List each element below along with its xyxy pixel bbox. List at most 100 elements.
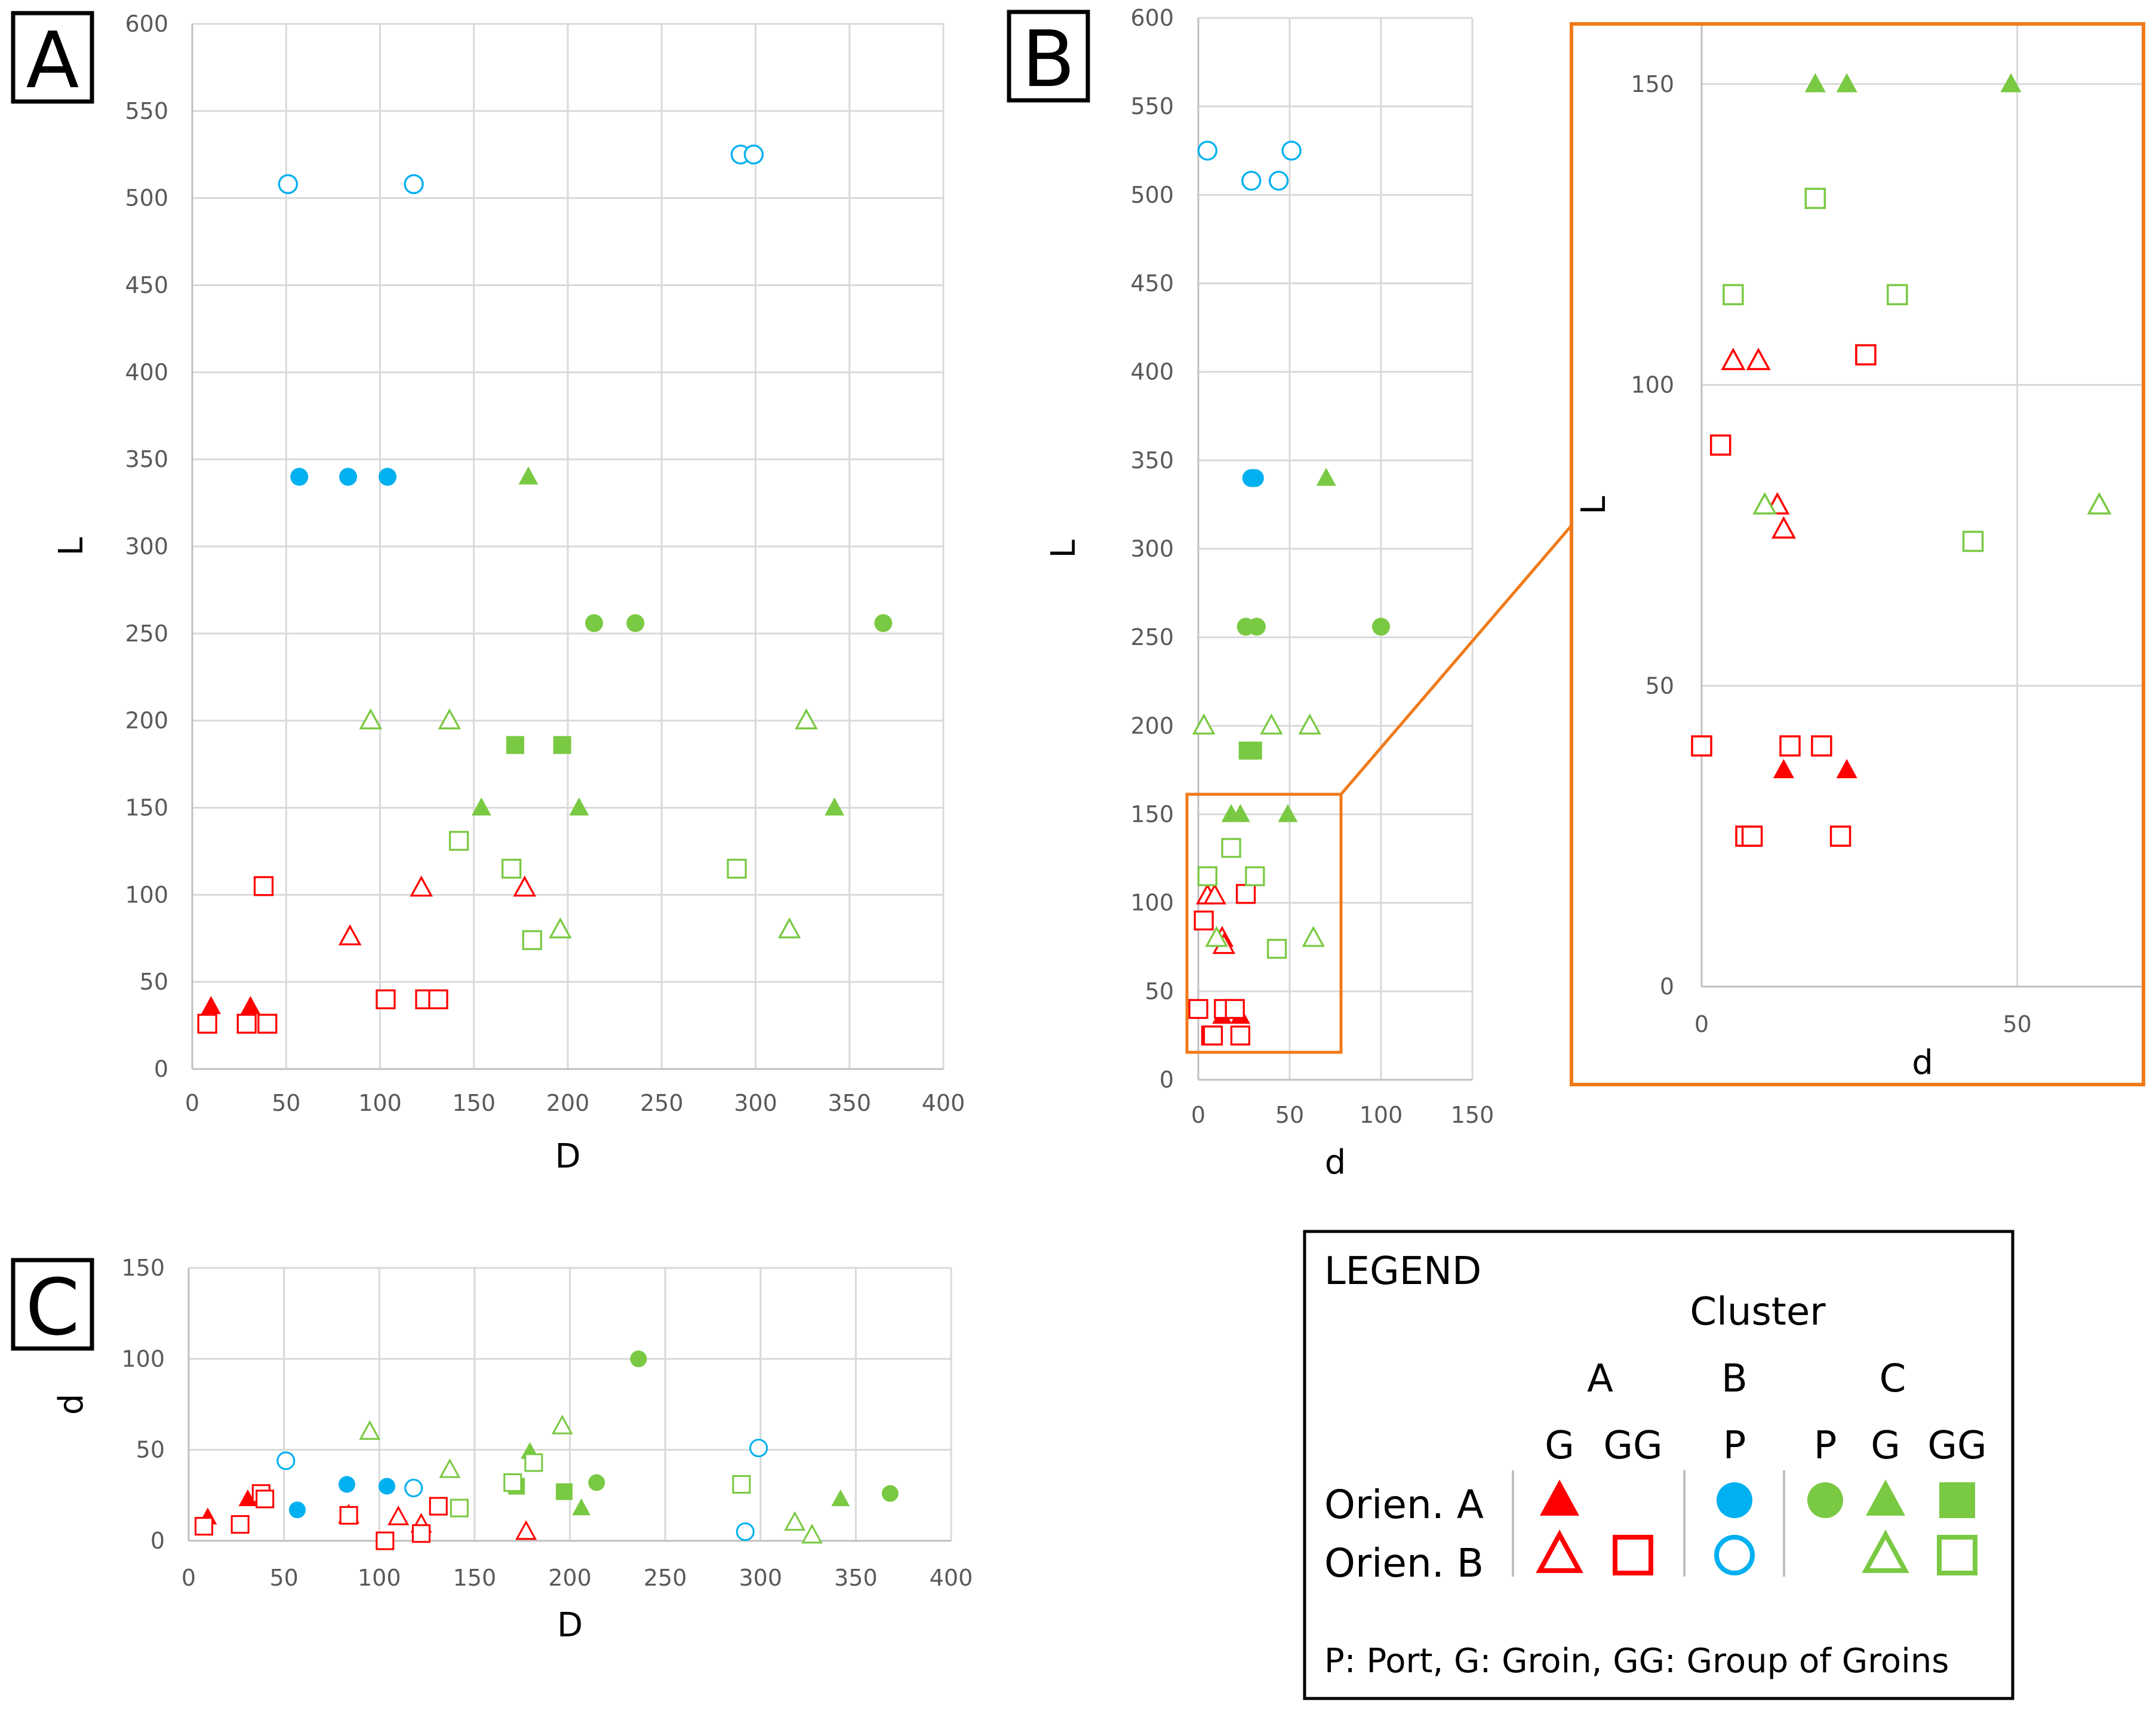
panel-a-data-point: [201, 996, 221, 1014]
panel-a-y-tick-label: 250: [125, 621, 168, 647]
panel-a-x-tick-label: 350: [828, 1090, 871, 1116]
panel-a-data-point: [438, 708, 462, 730]
panel-b-zoom-data-point: [1746, 348, 1771, 370]
panel-b-y-axis-label: L: [1044, 539, 1083, 558]
panel-c-data-point: [784, 1511, 806, 1531]
panel-c-data-point: [359, 1420, 381, 1440]
panel-a-data-point: [339, 468, 358, 486]
panel-b-zoom-y-tick-label: 0: [1660, 973, 1674, 1000]
panel-a-series-c-gg-orien-a: [506, 736, 571, 754]
panel-b-series-c-p-orien-a: [1237, 618, 1390, 636]
panel-a-data-point: [253, 876, 274, 896]
panel-a-y-tick-label: 550: [125, 98, 168, 124]
panel-c-data-point: [749, 1439, 768, 1458]
panel-b-y-tick-label: 50: [1145, 978, 1174, 1005]
panel-b-zoom-data-point: [1723, 284, 1744, 306]
panel-a-scatter-plot: 0 50 100 150 200 250 300 350 400 0 50 100 150 200 250 3…: [52, 11, 965, 1176]
panel-b-data-point: [1230, 804, 1250, 822]
panel-c-y-tick-label: 150: [121, 1255, 165, 1281]
panel-a-y-tick-label: 100: [125, 881, 168, 908]
panel-b-data-point: [1225, 999, 1245, 1019]
panel-c-data-point: [376, 1531, 395, 1550]
panel-b-zoom-scatter-plot: 0 50 0 50 100 150 d L: [1574, 24, 2145, 1082]
panel-c-data-point: [288, 1501, 306, 1519]
panel-b-data-point: [1202, 1025, 1223, 1046]
panel-b-zoom-y-tick-label: 150: [1631, 71, 1674, 97]
panel-c-x-tick-label: 0: [182, 1565, 196, 1591]
panel-c-y-tick-label: 100: [121, 1346, 165, 1372]
panel-a-data-point: [404, 174, 424, 194]
panel-c-x-tick-label: 50: [269, 1565, 298, 1591]
panel-c-series-a-gg-orien-b: [195, 1484, 448, 1550]
panel-a-series-a-g-orien-b: [338, 875, 536, 945]
panel-b-x-axis-label: d: [1325, 1143, 1346, 1182]
panel-b-data-point: [1372, 618, 1390, 636]
panel-a-y-tick-label: 350: [125, 446, 168, 472]
panel-b-y-tick-label: 400: [1130, 359, 1174, 385]
panel-a-x-tick-label: 100: [358, 1090, 402, 1116]
panel-b-y-tick-label: 200: [1130, 712, 1174, 739]
panel-b-zoom-data-point: [2000, 73, 2022, 93]
panel-b-series-b-p-orien-b: [1197, 140, 1302, 191]
panel-b-series-b-p-orien-a: [1242, 469, 1264, 487]
panel-a-x-tick-label: 300: [734, 1090, 777, 1116]
panel-b-data-point: [1281, 140, 1302, 161]
panel-b-y-tick-label: 0: [1159, 1067, 1174, 1093]
panel-c-data-point: [404, 1479, 423, 1498]
panel-b-y-tick-label: 450: [1130, 271, 1174, 297]
legend-row-orien-b: Orien. B: [1324, 1540, 1484, 1586]
panel-a-x-tick-label: 150: [452, 1090, 496, 1116]
panel-a-data-point: [777, 917, 801, 939]
panel-c-data-point: [195, 1517, 214, 1536]
legend-cluster-a: A: [1587, 1357, 1613, 1401]
panel-c-scatter-plot: 0 50 100 150 200 250 300 350 400 0 50 100 150 Dd: [52, 1255, 973, 1645]
panel-a-letter: A: [26, 15, 79, 106]
panel-b-x-tick-label: 100: [1360, 1102, 1403, 1128]
panel-a-data-point: [585, 614, 604, 632]
panel-a-y-tick-label: 500: [125, 185, 168, 211]
panel-a-y-tick-label: 0: [154, 1056, 168, 1082]
panel-a-y-tick-label: 300: [125, 533, 168, 560]
panel-b-series-c-g-orien-a: [1221, 468, 1336, 822]
panel-c-x-tick-label: 300: [739, 1565, 782, 1591]
panel-a-x-tick-label: 50: [272, 1090, 300, 1116]
panel-a-data-point: [522, 930, 542, 950]
panel-c-data-point: [230, 1515, 250, 1534]
legend-type-c-gg: GG: [1927, 1424, 1986, 1468]
legend-c-gg-orien-a-symbol: [1939, 1482, 1975, 1518]
panel-a-series-b-p-orien-a: [290, 468, 397, 486]
panel-c-letter: C: [26, 1262, 80, 1353]
legend-cluster-b: B: [1721, 1357, 1748, 1401]
panel-b-data-point: [1316, 468, 1336, 486]
legend-type-a-g: G: [1545, 1424, 1574, 1468]
panel-c-data-point: [515, 1520, 537, 1540]
legend-a-g-orien-a-symbol: [1540, 1479, 1579, 1516]
panel-c-data-point: [881, 1485, 899, 1502]
panel-b-scatter-plot: 0 50 100 150 0 50 100 150 200 250 300 350 400 450 500 5…: [1044, 5, 1494, 1182]
panel-b-zoom-data-point: [1771, 516, 1796, 539]
panel-b-data-point: [1302, 926, 1325, 947]
panel-c-data-point: [503, 1473, 522, 1492]
panel-c-data-point: [429, 1497, 448, 1516]
panel-c-series-c-gg-orien-b: [450, 1453, 751, 1518]
panel-b-zoom-data-point: [1886, 284, 1908, 306]
legend-c-g-orien-a-symbol: [1866, 1479, 1905, 1516]
panel-c-data-point: [588, 1474, 605, 1491]
legend-c-p-orien-a-symbol: [1807, 1482, 1843, 1518]
panel-b-zoom-data-point: [1836, 73, 1857, 93]
panel-c-data-point: [276, 1451, 296, 1470]
panel-a-data-point: [376, 989, 396, 1009]
legend-type-a-gg: GG: [1603, 1424, 1662, 1468]
legend-type-c-g: G: [1871, 1424, 1900, 1468]
panel-a-y-tick-label: 400: [125, 359, 168, 385]
panel-a-y-tick-label: 600: [125, 11, 168, 37]
panel-b-zoom-data-point: [2087, 492, 2112, 515]
panel-c-x-tick-label: 200: [548, 1565, 592, 1591]
panel-b-zoom-x-axis-label: d: [1912, 1043, 1933, 1082]
panel-b-zoom-data-point: [1752, 492, 1777, 515]
panel-b-zoom-data-point: [1709, 434, 1731, 456]
panel-b-data-point: [1241, 170, 1262, 191]
panel-a-data-point: [569, 797, 589, 816]
panel-b-zoom-data-point: [1804, 73, 1826, 93]
